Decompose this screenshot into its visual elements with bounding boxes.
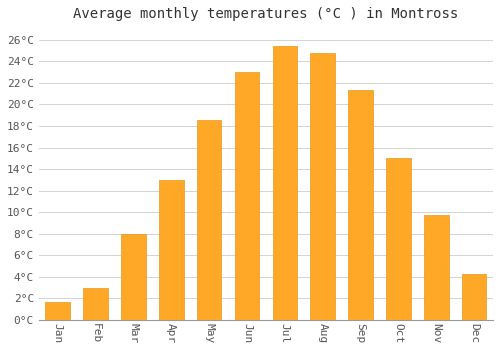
Bar — [121, 234, 146, 320]
Bar — [386, 159, 410, 320]
Title: Average monthly temperatures (°C ) in Montross: Average monthly temperatures (°C ) in Mo… — [74, 7, 458, 21]
Bar — [84, 288, 108, 320]
Bar — [234, 72, 260, 320]
Bar — [424, 216, 448, 320]
Bar — [348, 91, 373, 320]
Bar — [462, 274, 486, 320]
Bar — [159, 180, 184, 320]
Bar — [272, 46, 297, 320]
Bar — [46, 302, 70, 320]
Bar — [197, 120, 222, 320]
Bar — [310, 53, 335, 320]
